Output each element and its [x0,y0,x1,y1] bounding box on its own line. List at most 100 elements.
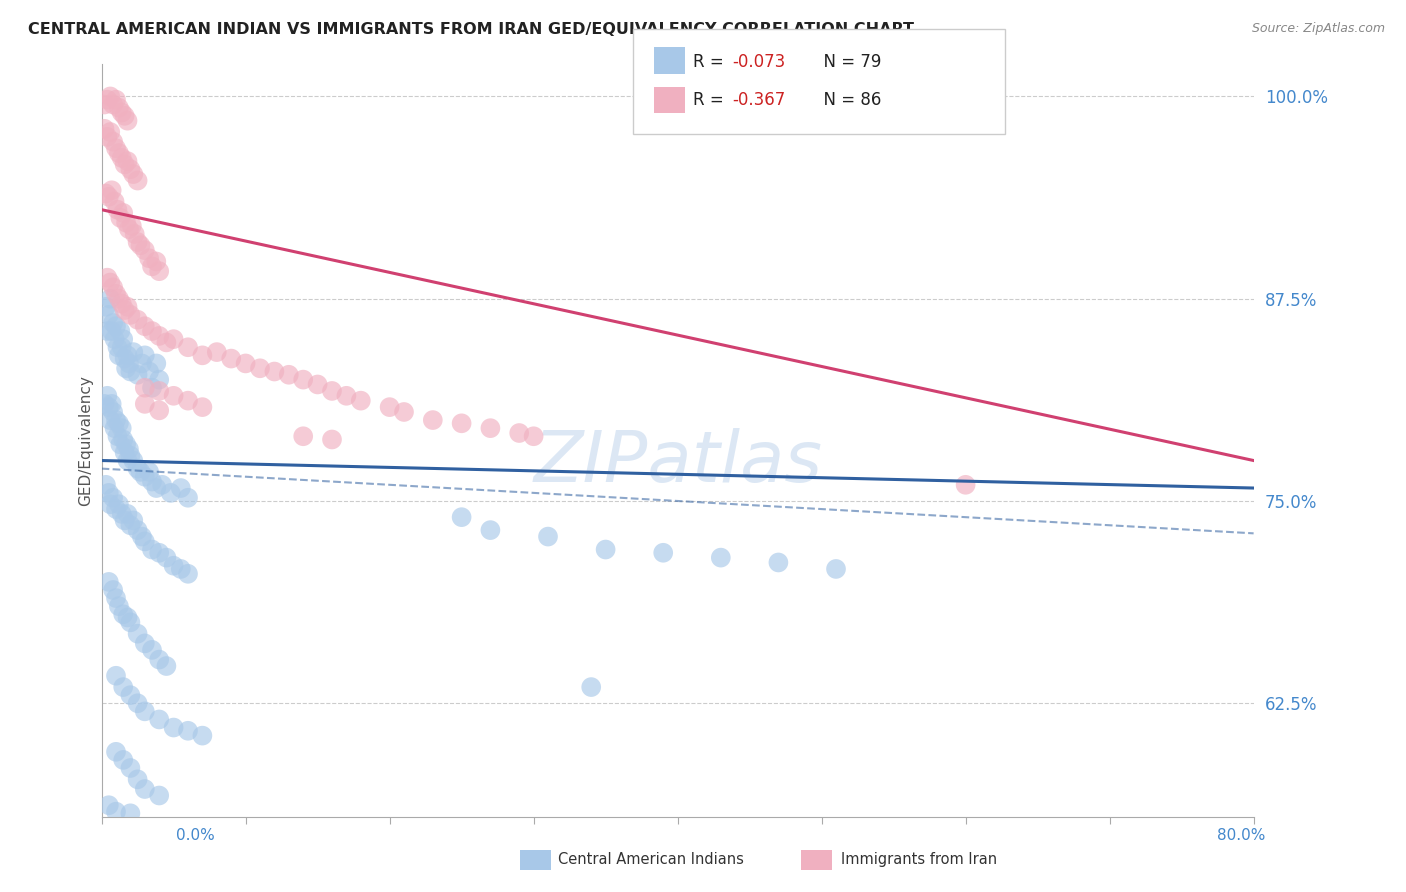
Point [118,222,141,236]
Point [350,393,373,408]
Point [145,254,167,268]
Point [96,129,118,144]
Point [114,351,136,366]
Point [148,264,170,278]
Point [710,550,733,565]
Point [148,403,170,417]
Point [141,475,163,489]
Point [101,582,124,597]
Point [579,680,602,694]
Point [134,636,156,650]
Point [105,319,128,334]
Point [134,534,156,549]
Point [120,308,142,322]
Point [111,151,134,165]
Point [120,518,142,533]
Point [117,453,139,467]
Point [508,425,530,440]
Point [595,542,617,557]
Point [479,421,502,435]
Text: 0.0%: 0.0% [176,828,215,843]
Point [155,335,177,350]
Point [162,558,184,573]
Point [111,340,134,354]
Point [97,486,120,500]
Point [131,356,153,370]
Point [101,280,124,294]
Point [118,442,141,457]
Point [141,324,163,338]
Point [129,238,152,252]
Point [141,260,163,274]
Point [292,429,315,443]
Point [170,562,193,576]
Point [127,626,149,640]
Point [115,437,138,451]
Point [335,389,357,403]
Text: 80.0%: 80.0% [1218,828,1265,843]
Y-axis label: GED/Equivalency: GED/Equivalency [79,375,93,506]
Point [108,292,131,306]
Point [105,502,128,516]
Point [205,345,228,359]
Point [120,806,142,821]
Point [94,477,117,491]
Point [112,332,135,346]
Point [450,417,472,431]
Point [162,332,184,346]
Point [148,713,170,727]
Point [117,300,139,314]
Text: Immigrants from Iran: Immigrants from Iran [841,853,997,867]
Point [117,610,139,624]
Point [107,202,129,217]
Point [134,243,156,257]
Point [115,216,138,230]
Point [107,429,129,443]
Point [177,723,200,738]
Point [120,449,142,463]
Point [127,173,149,187]
Text: -0.367: -0.367 [733,91,786,109]
Point [96,270,118,285]
Point [93,397,115,411]
Point [825,562,848,576]
Point [114,157,136,171]
Point [108,101,131,115]
Point [120,365,142,379]
Point [170,481,193,495]
Point [112,433,135,447]
Point [122,513,145,527]
Point [321,433,343,447]
Point [121,219,143,233]
Point [450,510,472,524]
Point [235,356,257,370]
Point [97,798,120,813]
Point [392,405,415,419]
Point [111,421,134,435]
Point [96,324,118,338]
Point [263,365,285,379]
Point [98,89,121,103]
Text: R =: R = [693,53,730,70]
Point [103,421,125,435]
Point [114,109,136,123]
Point [111,105,134,120]
Point [112,607,135,622]
Point [277,368,299,382]
Point [955,477,977,491]
Point [108,417,131,431]
Point [177,491,200,505]
Text: N = 86: N = 86 [813,91,882,109]
Text: CENTRAL AMERICAN INDIAN VS IMMIGRANTS FROM IRAN GED/EQUIVALENCY CORRELATION CHAR: CENTRAL AMERICAN INDIAN VS IMMIGRANTS FR… [28,22,914,37]
Point [378,400,401,414]
Point [134,704,156,718]
Point [120,761,142,775]
Point [292,373,315,387]
Point [652,546,675,560]
Point [177,340,200,354]
Point [105,669,128,683]
Point [138,252,160,266]
Point [177,566,200,581]
Point [148,789,170,803]
Point [114,513,136,527]
